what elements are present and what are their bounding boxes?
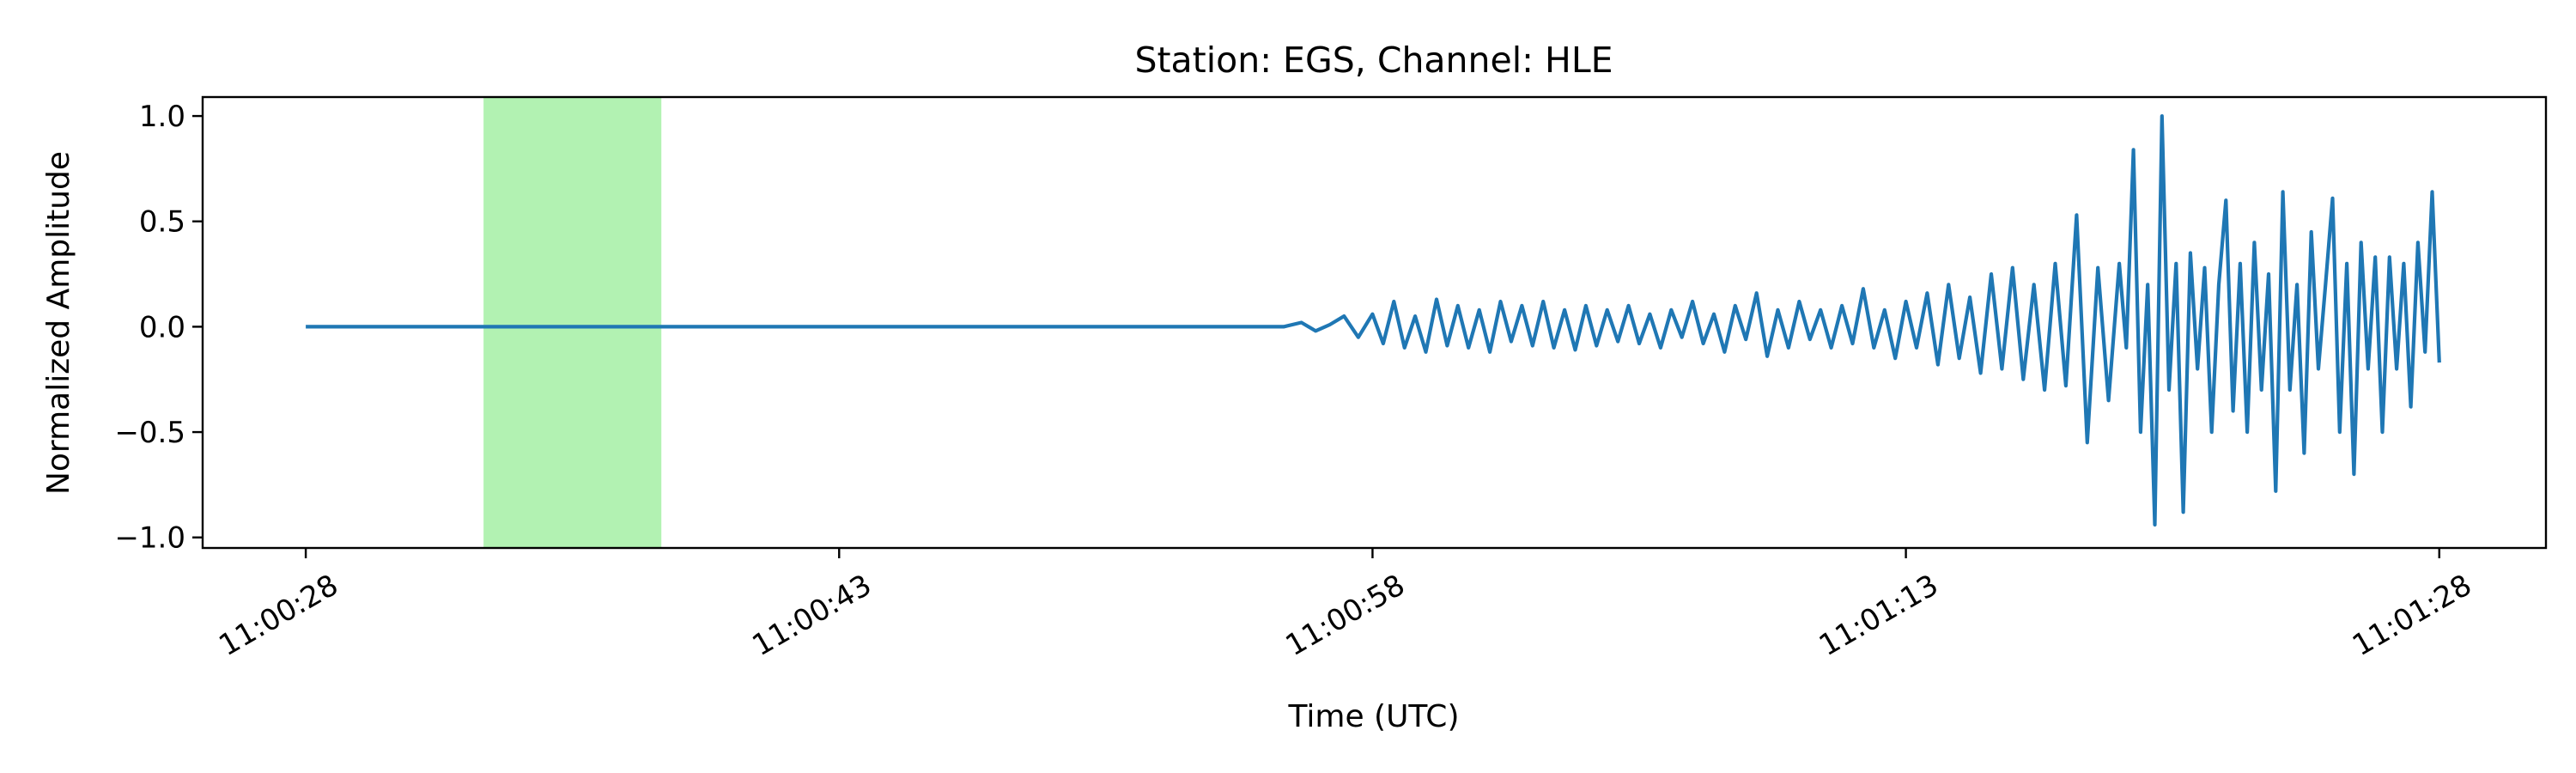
highlight-span (483, 97, 662, 548)
y-tick-label: −0.5 (114, 416, 185, 450)
chart-title: Station: EGS, Channel: HLE (1134, 40, 1613, 81)
y-tick-label: −1.0 (114, 521, 185, 556)
y-tick-label: 1.0 (139, 100, 185, 134)
series-layer (306, 114, 2441, 527)
y-axis-title: Normalized Amplitude (41, 151, 76, 495)
series-line-0 (306, 114, 2441, 527)
y-tick-label: 0.0 (139, 310, 185, 344)
y-tick-label: 0.5 (139, 205, 185, 240)
plot-frame (201, 95, 2548, 550)
x-axis-title: Time (UTC) (1287, 699, 1459, 734)
y-axis: −1.0 −0.5 0.0 0.5 1.0 (114, 100, 203, 556)
